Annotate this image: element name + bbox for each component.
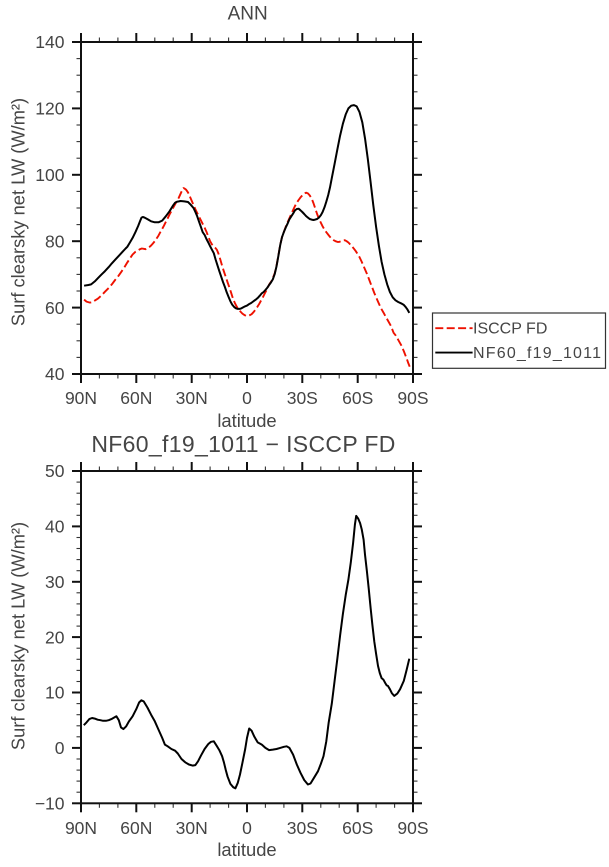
svg-text:30S: 30S: [287, 388, 318, 408]
svg-text:Surf clearsky net LW (W/m²): Surf clearsky net LW (W/m²): [8, 98, 29, 326]
svg-text:60S: 60S: [342, 818, 373, 838]
svg-text:40: 40: [45, 517, 65, 537]
svg-text:60: 60: [45, 298, 65, 318]
svg-text:Surf clearsky net LW (W/m²): Surf clearsky net LW (W/m²): [8, 522, 29, 750]
svg-text:90S: 90S: [397, 388, 428, 408]
svg-text:30S: 30S: [287, 818, 318, 838]
svg-text:90S: 90S: [397, 818, 428, 838]
svg-text:ISCCP FD: ISCCP FD: [473, 321, 547, 338]
svg-text:40: 40: [45, 364, 65, 384]
svg-text:30N: 30N: [176, 818, 208, 838]
svg-text:30N: 30N: [176, 388, 208, 408]
svg-text:120: 120: [35, 99, 64, 119]
svg-text:30: 30: [45, 572, 65, 592]
svg-text:−10: −10: [35, 794, 65, 814]
svg-text:0: 0: [242, 388, 252, 408]
svg-text:140: 140: [35, 32, 64, 52]
svg-text:ANN: ANN: [228, 4, 268, 25]
svg-text:60N: 60N: [120, 818, 152, 838]
svg-text:0: 0: [242, 818, 252, 838]
svg-text:90N: 90N: [65, 818, 97, 838]
svg-text:latitude: latitude: [217, 410, 276, 431]
svg-text:60S: 60S: [342, 388, 373, 408]
svg-text:0: 0: [55, 738, 65, 758]
svg-text:90N: 90N: [65, 388, 97, 408]
svg-text:10: 10: [45, 683, 65, 703]
svg-text:20: 20: [45, 627, 65, 647]
svg-text:NF60_f19_1011: NF60_f19_1011: [473, 345, 602, 362]
svg-text:80: 80: [45, 231, 65, 251]
svg-text:latitude: latitude: [217, 839, 276, 860]
svg-text:100: 100: [35, 165, 64, 185]
svg-text:50: 50: [45, 461, 65, 481]
svg-text:60N: 60N: [120, 388, 152, 408]
svg-text:NF60_f19_1011 − ISCCP FD: NF60_f19_1011 − ISCCP FD: [91, 431, 395, 457]
